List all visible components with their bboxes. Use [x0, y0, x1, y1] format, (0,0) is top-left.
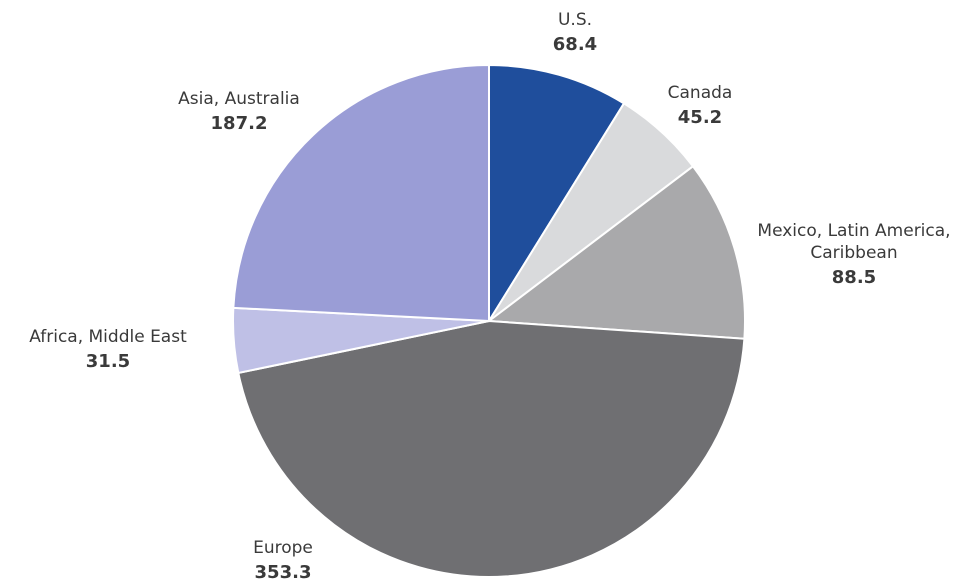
slice-value-africa-middle-east: 31.5 — [86, 351, 130, 372]
slice-name-canada: Canada — [668, 83, 733, 103]
slice-value-mexico-latin-america-caribbean: 88.5 — [832, 267, 876, 288]
slice-label-u-s: U.S. 68.4 — [553, 10, 597, 55]
pie-slice-mexico-latin-america-caribbean — [486, 164, 746, 340]
slice-name-asia-australia: Asia, Australia — [178, 89, 300, 109]
slice-value-asia-australia: 187.2 — [211, 113, 268, 134]
pie-slices — [232, 63, 746, 578]
pie-slice-u-s — [488, 63, 626, 325]
slice-name-africa-middle-east: Africa, Middle East — [29, 327, 187, 347]
pie-slice-europe — [237, 319, 746, 578]
slice-name-europe: Europe — [253, 538, 313, 558]
slice-label-canada: Canada 45.2 — [668, 83, 733, 128]
slice-name-mexico-latin-america-caribbean: Caribbean — [810, 243, 897, 263]
slice-name-u-s: U.S. — [558, 10, 592, 30]
slice-label-asia-australia: Asia, Australia 187.2 — [178, 89, 300, 134]
slice-label-africa-middle-east: Africa, Middle East 31.5 — [29, 327, 187, 372]
slice-value-europe: 353.3 — [255, 562, 312, 583]
pie-labels: U.S. 68.4 Canada 45.2 Mexico, Latin America,… — [29, 10, 950, 583]
slice-value-canada: 45.2 — [678, 107, 722, 128]
pie-slice-asia-australia — [232, 63, 490, 323]
slice-label-mexico-latin-america-caribbean: Mexico, Latin America,Caribbean 88.5 — [757, 221, 950, 288]
slice-label-europe: Europe 353.3 — [253, 538, 313, 583]
slice-name-mexico-latin-america-caribbean: Mexico, Latin America, — [757, 221, 950, 241]
slice-value-u-s: 68.4 — [553, 34, 597, 55]
